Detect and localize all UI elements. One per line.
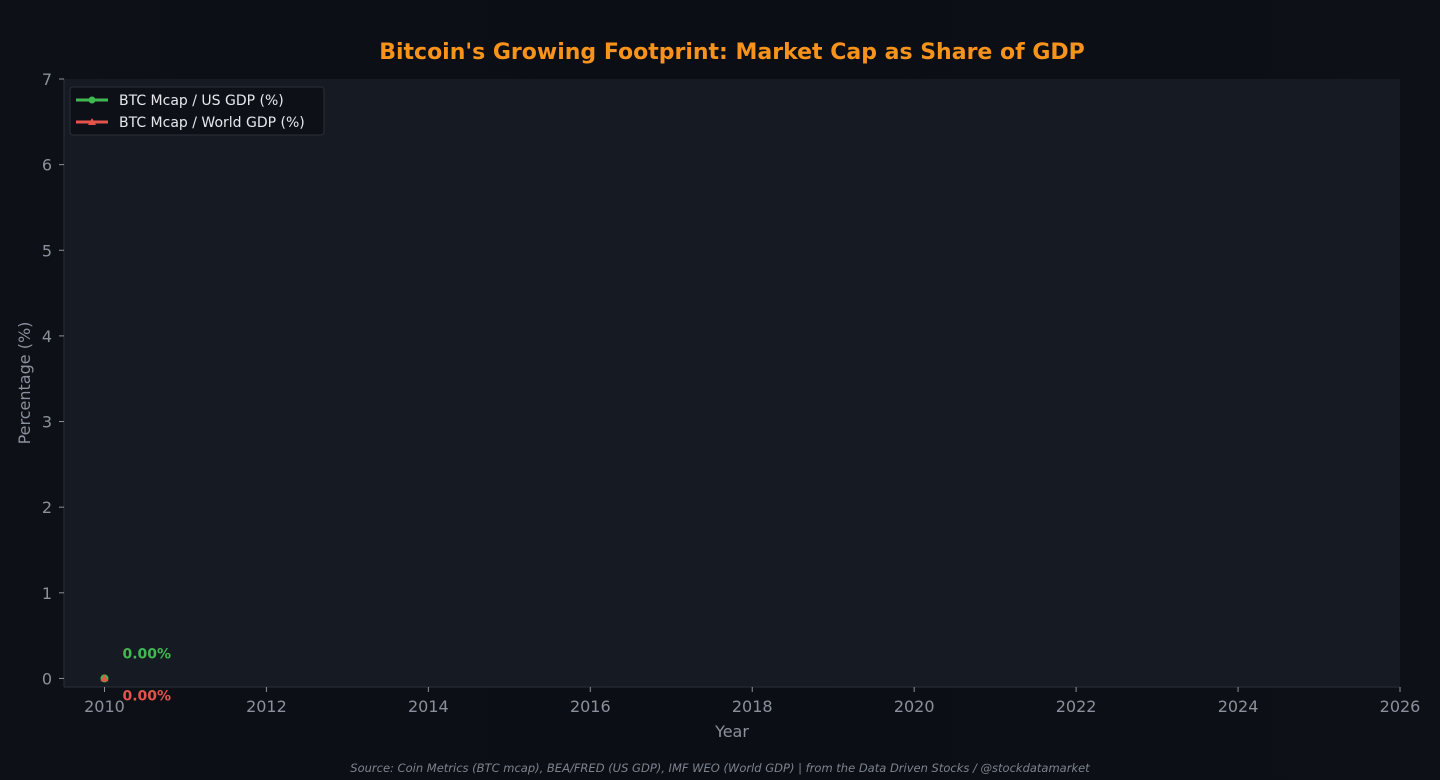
x-axis-label: Year: [714, 722, 749, 741]
x-tick-label: 2026: [1380, 697, 1421, 716]
y-tick-label: 7: [42, 70, 52, 89]
series-layer: 0.00% 0.00%: [100, 646, 171, 704]
x-tick-label: 2014: [408, 697, 449, 716]
y-tick-label: 3: [42, 413, 52, 432]
y-tick-label: 2: [42, 498, 52, 517]
y-tick-label: 0: [42, 669, 52, 688]
source-note: Source: Coin Metrics (BTC mcap), BEA/FRE…: [350, 761, 1090, 775]
legend-box: [69, 86, 325, 136]
axes: 2010 2012 2014 2016 2018 2020 2022 2024 2026 0 1 2 3…: [42, 70, 1421, 716]
legend: BTC Mcap / US GDP (%) BTC Mcap / World G…: [69, 86, 325, 136]
x-tick-label: 2012: [246, 697, 287, 716]
y-axis-label: Percentage (%): [15, 322, 34, 445]
y-tick-label: 5: [42, 241, 52, 260]
legend-us-gdp-label: BTC Mcap / US GDP (%): [119, 93, 284, 109]
plot-area: [64, 79, 1400, 687]
legend-world-gdp-label: BTC Mcap / World GDP (%): [119, 115, 305, 131]
y-tick-label: 4: [42, 327, 52, 346]
x-tick-label: 2022: [1056, 697, 1097, 716]
y-tick-label: 1: [42, 584, 52, 603]
legend-world-gdp-marker: [88, 118, 96, 125]
legend-us-gdp-marker: [88, 96, 96, 104]
x-tick-label: 2024: [1218, 697, 1259, 716]
data-label-world-gdp: 0.00%: [122, 688, 171, 704]
x-tick-label: 2010: [84, 697, 125, 716]
x-tick-label: 2020: [894, 697, 935, 716]
chart-title: Bitcoin's Growing Footprint: Market Cap …: [379, 40, 1085, 65]
x-tick-label: 2018: [732, 697, 773, 716]
x-tick-label: 2016: [570, 697, 611, 716]
data-point-world-gdp: [100, 674, 109, 682]
data-label-us-gdp: 0.00%: [122, 646, 171, 662]
y-tick-label: 6: [42, 156, 52, 175]
